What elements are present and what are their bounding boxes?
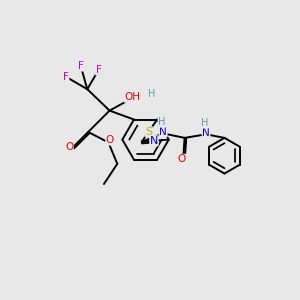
Text: OH: OH xyxy=(124,92,140,102)
Text: F: F xyxy=(63,72,69,82)
Text: O: O xyxy=(106,135,114,145)
Text: O: O xyxy=(178,154,186,164)
Text: S: S xyxy=(145,127,152,137)
Text: H: H xyxy=(148,89,155,99)
Text: H: H xyxy=(201,118,208,128)
Text: F: F xyxy=(96,65,101,75)
Text: F: F xyxy=(78,61,84,71)
Text: N: N xyxy=(159,127,167,137)
Text: N: N xyxy=(150,136,158,146)
Text: N: N xyxy=(202,128,210,138)
Text: H: H xyxy=(158,117,165,127)
Text: O: O xyxy=(65,142,73,152)
